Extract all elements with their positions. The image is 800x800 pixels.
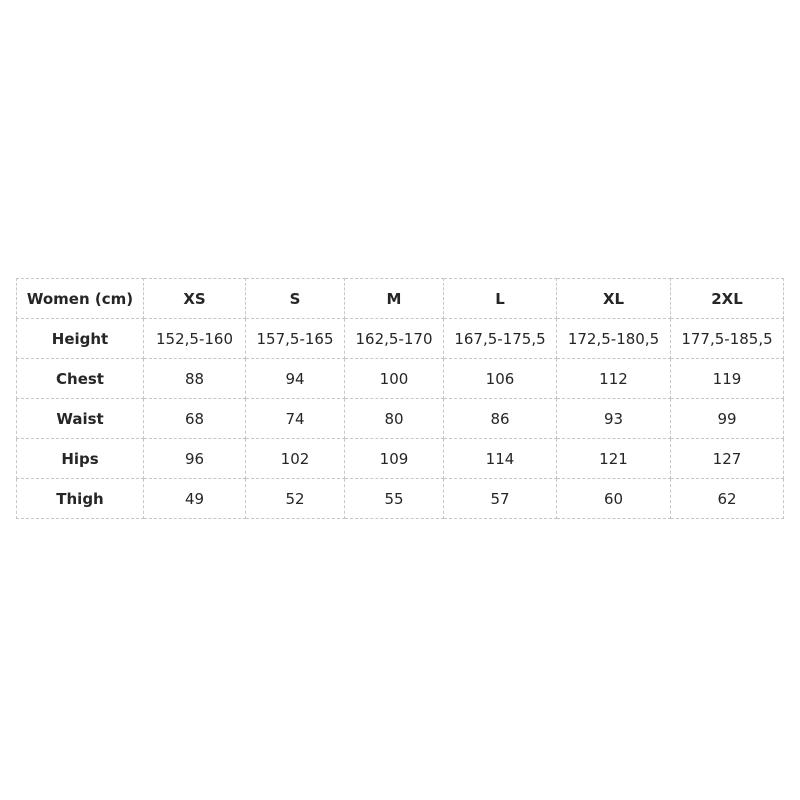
table-row-height: Height 152,5-160 157,5-165 162,5-170 167… <box>16 318 784 359</box>
col-header-xs: XS <box>143 278 246 319</box>
table-cell: 112 <box>556 358 671 399</box>
row-header-height: Height <box>16 318 144 359</box>
table-cell: 80 <box>344 398 444 439</box>
table-row-chest: Chest 88 94 100 106 112 119 <box>16 358 784 399</box>
row-header-hips: Hips <box>16 438 144 479</box>
col-header-2xl: 2XL <box>670 278 784 319</box>
table-cell: 49 <box>143 478 246 519</box>
table-cell: 106 <box>443 358 557 399</box>
table-cell: 68 <box>143 398 246 439</box>
col-header-s: S <box>245 278 345 319</box>
col-header-l: L <box>443 278 557 319</box>
row-header-waist: Waist <box>16 398 144 439</box>
table-cell: 109 <box>344 438 444 479</box>
table-cell: 157,5-165 <box>245 318 345 359</box>
table-cell: 127 <box>670 438 784 479</box>
table-cell: 162,5-170 <box>344 318 444 359</box>
table-cell: 57 <box>443 478 557 519</box>
header-row: Women (cm) XS S M L XL 2XL <box>16 278 784 319</box>
table-cell: 93 <box>556 398 671 439</box>
table-cell: 60 <box>556 478 671 519</box>
table-row-hips: Hips 96 102 109 114 121 127 <box>16 438 784 479</box>
col-header-women-cm: Women (cm) <box>16 278 144 319</box>
table-cell: 102 <box>245 438 345 479</box>
col-header-xl: XL <box>556 278 671 319</box>
table-cell: 100 <box>344 358 444 399</box>
table-cell: 167,5-175,5 <box>443 318 557 359</box>
table-cell: 88 <box>143 358 246 399</box>
table-cell: 52 <box>245 478 345 519</box>
table-cell: 177,5-185,5 <box>670 318 784 359</box>
table-cell: 152,5-160 <box>143 318 246 359</box>
row-header-chest: Chest <box>16 358 144 399</box>
table-cell: 55 <box>344 478 444 519</box>
size-chart-table: Women (cm) XS S M L XL 2XL Height 152,5-… <box>16 278 784 519</box>
table-cell: 114 <box>443 438 557 479</box>
row-header-thigh: Thigh <box>16 478 144 519</box>
table-cell: 62 <box>670 478 784 519</box>
table-row-waist: Waist 68 74 80 86 93 99 <box>16 398 784 439</box>
table-row-thigh: Thigh 49 52 55 57 60 62 <box>16 478 784 519</box>
table-cell: 172,5-180,5 <box>556 318 671 359</box>
table-cell: 99 <box>670 398 784 439</box>
table-cell: 119 <box>670 358 784 399</box>
table-cell: 86 <box>443 398 557 439</box>
table-cell: 74 <box>245 398 345 439</box>
table-cell: 121 <box>556 438 671 479</box>
table-cell: 94 <box>245 358 345 399</box>
col-header-m: M <box>344 278 444 319</box>
table-cell: 96 <box>143 438 246 479</box>
